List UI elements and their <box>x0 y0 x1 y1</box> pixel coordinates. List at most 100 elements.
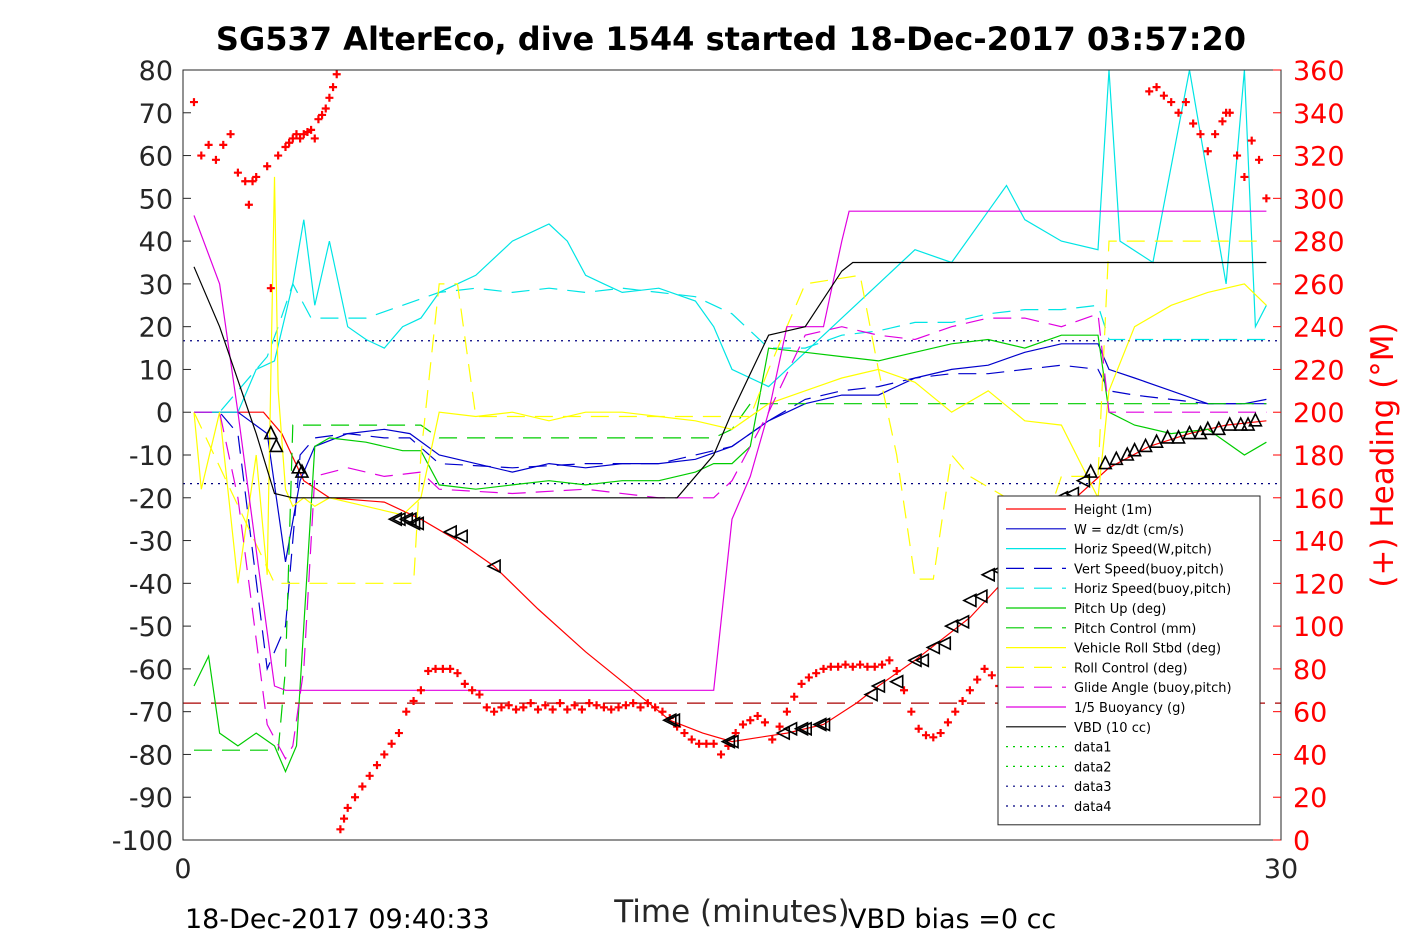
triangle-marker <box>797 721 812 737</box>
heading-point <box>885 656 894 665</box>
heading-point <box>482 703 491 712</box>
heading-point <box>314 115 323 124</box>
heading-point <box>863 662 872 671</box>
triangle-marker <box>269 437 284 453</box>
heading-point <box>296 134 305 143</box>
right-tick-label: 140 <box>1293 527 1345 558</box>
heading-point <box>973 675 982 684</box>
heading-point <box>797 679 806 688</box>
triangle-marker <box>888 674 904 690</box>
right-tick-label: 100 <box>1293 612 1345 643</box>
left-tick-label: -90 <box>129 783 173 814</box>
right-tick-label: 340 <box>1293 99 1345 130</box>
heading-point <box>629 699 638 708</box>
triangle-marker <box>405 516 421 531</box>
triangle-marker <box>661 712 677 728</box>
heading-point <box>680 729 689 738</box>
heading-point <box>263 162 272 171</box>
heading-point <box>768 735 777 744</box>
heading-point <box>310 134 319 143</box>
triangle-marker <box>1171 429 1186 444</box>
triangle-marker <box>863 687 878 702</box>
heading-point <box>585 699 594 708</box>
legend-label: Roll Control (deg) <box>1074 661 1188 676</box>
triangle-marker <box>815 717 831 732</box>
heading-point <box>651 703 660 712</box>
legend-label: data1 <box>1074 741 1112 756</box>
heading-point <box>643 699 652 708</box>
heading-point <box>943 718 952 727</box>
heading-point <box>563 705 572 714</box>
right-tick-label: 300 <box>1293 184 1345 215</box>
heading-point <box>468 686 477 695</box>
heading-point <box>1262 194 1271 203</box>
series-line-9 <box>193 240 1267 586</box>
heading-point <box>834 662 843 671</box>
heading-point <box>281 143 290 151</box>
series-layer <box>193 69 1267 774</box>
x-axis-label: Time (minutes) <box>613 894 849 930</box>
heading-point <box>987 671 996 680</box>
heading-point <box>841 660 850 669</box>
heading-point <box>900 686 909 695</box>
x-tick-label: 30 <box>1264 854 1298 885</box>
heading-point <box>438 664 447 673</box>
series-line-12 <box>193 261 1267 499</box>
triangle-marker <box>1211 420 1227 436</box>
triangle-marker <box>1222 416 1238 431</box>
heading-point <box>336 825 345 834</box>
left-tick-label: 70 <box>139 99 173 130</box>
series-line-6 <box>193 334 1267 774</box>
heading-point <box>340 814 349 823</box>
heading-point <box>204 140 213 149</box>
heading-point <box>1152 83 1161 92</box>
heading-point <box>826 662 835 671</box>
heading-point <box>695 739 704 748</box>
heading-point <box>325 93 334 102</box>
right-tick-label: 320 <box>1293 142 1345 173</box>
heading-point <box>211 155 220 164</box>
heading-point <box>848 662 857 671</box>
heading-point <box>1218 117 1227 126</box>
heading-point <box>1247 136 1256 145</box>
triangle-marker <box>1182 424 1197 440</box>
left-tick-label: -50 <box>129 612 173 643</box>
legend: Height (1m) W = dz/dt (cm/s) Horiz Speed(W… <box>997 495 1261 826</box>
heading-point <box>878 660 887 669</box>
heading-point <box>402 707 411 716</box>
heading-points <box>189 70 1271 834</box>
heading-point <box>497 703 506 712</box>
heading-point <box>409 696 418 705</box>
triangle-marker <box>943 618 959 634</box>
left-tick-label: 80 <box>139 56 173 87</box>
triangle-marker <box>724 734 739 749</box>
triangle-marker <box>973 588 988 604</box>
legend-label: Vert Speed(buoy,pitch) <box>1074 562 1224 577</box>
heading-point <box>577 705 586 714</box>
heading-point <box>332 70 341 79</box>
heading-point <box>965 686 974 695</box>
triangle-marker <box>1248 411 1263 427</box>
triangle-marker <box>936 635 952 651</box>
legend-label: Glide Angle (buoy,pitch) <box>1074 681 1232 696</box>
right-tick-label: 80 <box>1293 655 1327 686</box>
legend-label: data2 <box>1074 760 1112 775</box>
heading-point <box>819 664 828 673</box>
heading-point <box>856 660 865 669</box>
triangle-marker <box>870 678 886 694</box>
triangle-marker <box>1109 450 1124 466</box>
series-line-5 <box>194 282 1267 413</box>
series-line-1 <box>194 411 1267 743</box>
right-y-axis-label: (+) Heading (°M) <box>1365 322 1401 587</box>
triangle-marker <box>1200 420 1216 436</box>
series-line-11 <box>193 210 1267 691</box>
triangle-marker <box>409 516 425 531</box>
left-tick-label: -20 <box>129 484 173 515</box>
triangle-marker <box>775 725 791 741</box>
heading-point <box>244 200 253 209</box>
heading-point <box>907 707 916 716</box>
series-line-3 <box>194 69 1267 413</box>
heading-point <box>687 735 696 744</box>
heading-point <box>892 667 901 676</box>
